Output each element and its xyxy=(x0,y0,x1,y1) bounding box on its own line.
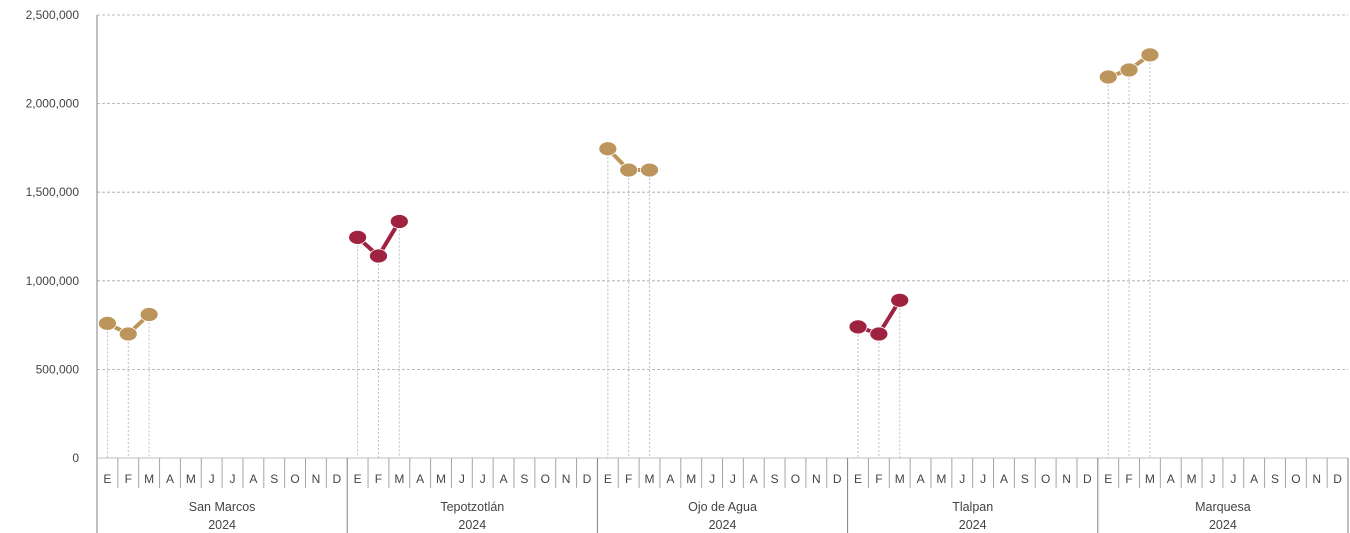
month-tick-label: O xyxy=(1041,472,1050,486)
month-tick-label: M xyxy=(936,472,946,486)
month-tick-label: A xyxy=(500,472,508,486)
label-layer: 0 500,000 1,000,000 1,500,000 2,000,000 2,500… xyxy=(26,8,1343,532)
y-tick-label: 0 xyxy=(72,451,79,465)
month-tick-label: S xyxy=(1021,472,1029,486)
data-point xyxy=(619,162,639,178)
month-tick-label: O xyxy=(791,472,800,486)
month-tick-label: N xyxy=(562,472,571,486)
data-point xyxy=(389,214,409,229)
month-tick-label: M xyxy=(186,472,196,486)
month-tick-label: A xyxy=(166,472,174,486)
month-tick-label: J xyxy=(1230,472,1236,486)
data-point xyxy=(118,326,138,342)
month-tick-label: O xyxy=(1291,472,1300,486)
month-tick-label: F xyxy=(125,472,132,486)
month-tick-label: M xyxy=(1145,472,1155,486)
data-point xyxy=(1119,62,1139,78)
month-tick-label: D xyxy=(1333,472,1342,486)
month-tick-label: M xyxy=(895,472,905,486)
month-tick-label: J xyxy=(709,472,715,486)
month-tick-label: N xyxy=(812,472,821,486)
month-tick-label: M xyxy=(436,472,446,486)
data-point xyxy=(598,141,618,157)
month-tick-label: M xyxy=(645,472,655,486)
month-tick-label: N xyxy=(1062,472,1071,486)
month-tick-label: S xyxy=(771,472,779,486)
y-tick-label: 2,500,000 xyxy=(26,8,80,22)
month-tick-label: D xyxy=(332,472,341,486)
month-tick-label: F xyxy=(375,472,382,486)
month-tick-label: S xyxy=(270,472,278,486)
group-year-label: 2024 xyxy=(208,518,236,532)
month-tick-label: F xyxy=(625,472,632,486)
data-point xyxy=(348,229,368,245)
month-tick-label: M xyxy=(144,472,154,486)
group-label: Ojo de Agua xyxy=(688,500,757,514)
month-tick-label: S xyxy=(520,472,528,486)
month-tick-label: D xyxy=(583,472,592,486)
group-year-label: 2024 xyxy=(709,518,737,532)
month-tick-label: E xyxy=(354,472,362,486)
month-tick-label: J xyxy=(480,472,486,486)
group-year-label: 2024 xyxy=(1209,518,1237,532)
guide-layer xyxy=(106,54,1151,458)
month-tick-label: A xyxy=(917,472,925,486)
month-tick-label: M xyxy=(1187,472,1197,486)
month-tick-label: N xyxy=(1312,472,1321,486)
month-tick-label: E xyxy=(604,472,612,486)
month-tick-label: A xyxy=(1000,472,1008,486)
month-tick-label: N xyxy=(312,472,321,486)
data-point xyxy=(1140,47,1160,63)
data-point xyxy=(369,248,388,264)
month-tick-label: J xyxy=(459,472,465,486)
y-tick-label: 2,000,000 xyxy=(26,97,80,111)
group-label: Tepotzotlán xyxy=(440,500,504,514)
month-tick-label: E xyxy=(1104,472,1112,486)
y-tick-label: 1,500,000 xyxy=(26,185,80,199)
month-tick-label: D xyxy=(1083,472,1092,486)
month-tick-label: E xyxy=(854,472,862,486)
group-label: Tlalpan xyxy=(952,500,993,514)
data-point xyxy=(1098,69,1118,85)
data-point xyxy=(139,307,159,322)
series-layer xyxy=(98,47,1160,342)
group-year-label: 2024 xyxy=(458,518,486,532)
month-tick-label: A xyxy=(666,472,674,486)
month-tick-label: D xyxy=(833,472,842,486)
month-tick-label: A xyxy=(416,472,424,486)
month-tick-label: J xyxy=(1209,472,1215,486)
grid-layer xyxy=(97,14,1348,370)
month-tick-label: J xyxy=(959,472,965,486)
month-tick-label: E xyxy=(103,472,111,486)
month-tick-label: A xyxy=(1167,472,1175,486)
month-tick-label: F xyxy=(875,472,882,486)
data-point xyxy=(890,292,910,308)
month-tick-label: A xyxy=(249,472,257,486)
month-tick-label: F xyxy=(1125,472,1132,486)
month-tick-label: J xyxy=(209,472,215,486)
month-tick-label: J xyxy=(230,472,236,486)
month-tick-label: J xyxy=(980,472,986,486)
month-tick-label: S xyxy=(1271,472,1279,486)
axis-layer xyxy=(96,15,1349,533)
data-point xyxy=(98,315,117,331)
y-tick-label: 500,000 xyxy=(36,362,80,376)
group-year-label: 2024 xyxy=(959,518,987,532)
y-tick-label: 1,000,000 xyxy=(26,274,80,288)
month-tick-label: O xyxy=(541,472,550,486)
data-point xyxy=(869,326,889,342)
month-tick-label: M xyxy=(394,472,404,486)
month-tick-label: O xyxy=(290,472,299,486)
month-tick-label: A xyxy=(750,472,758,486)
group-label: Marquesa xyxy=(1195,500,1251,514)
month-tick-label: M xyxy=(686,472,696,486)
month-tick-label: A xyxy=(1250,472,1258,486)
month-tick-label: J xyxy=(730,472,736,486)
data-point xyxy=(848,319,868,335)
data-point xyxy=(640,162,659,178)
group-label: San Marcos xyxy=(189,500,256,514)
